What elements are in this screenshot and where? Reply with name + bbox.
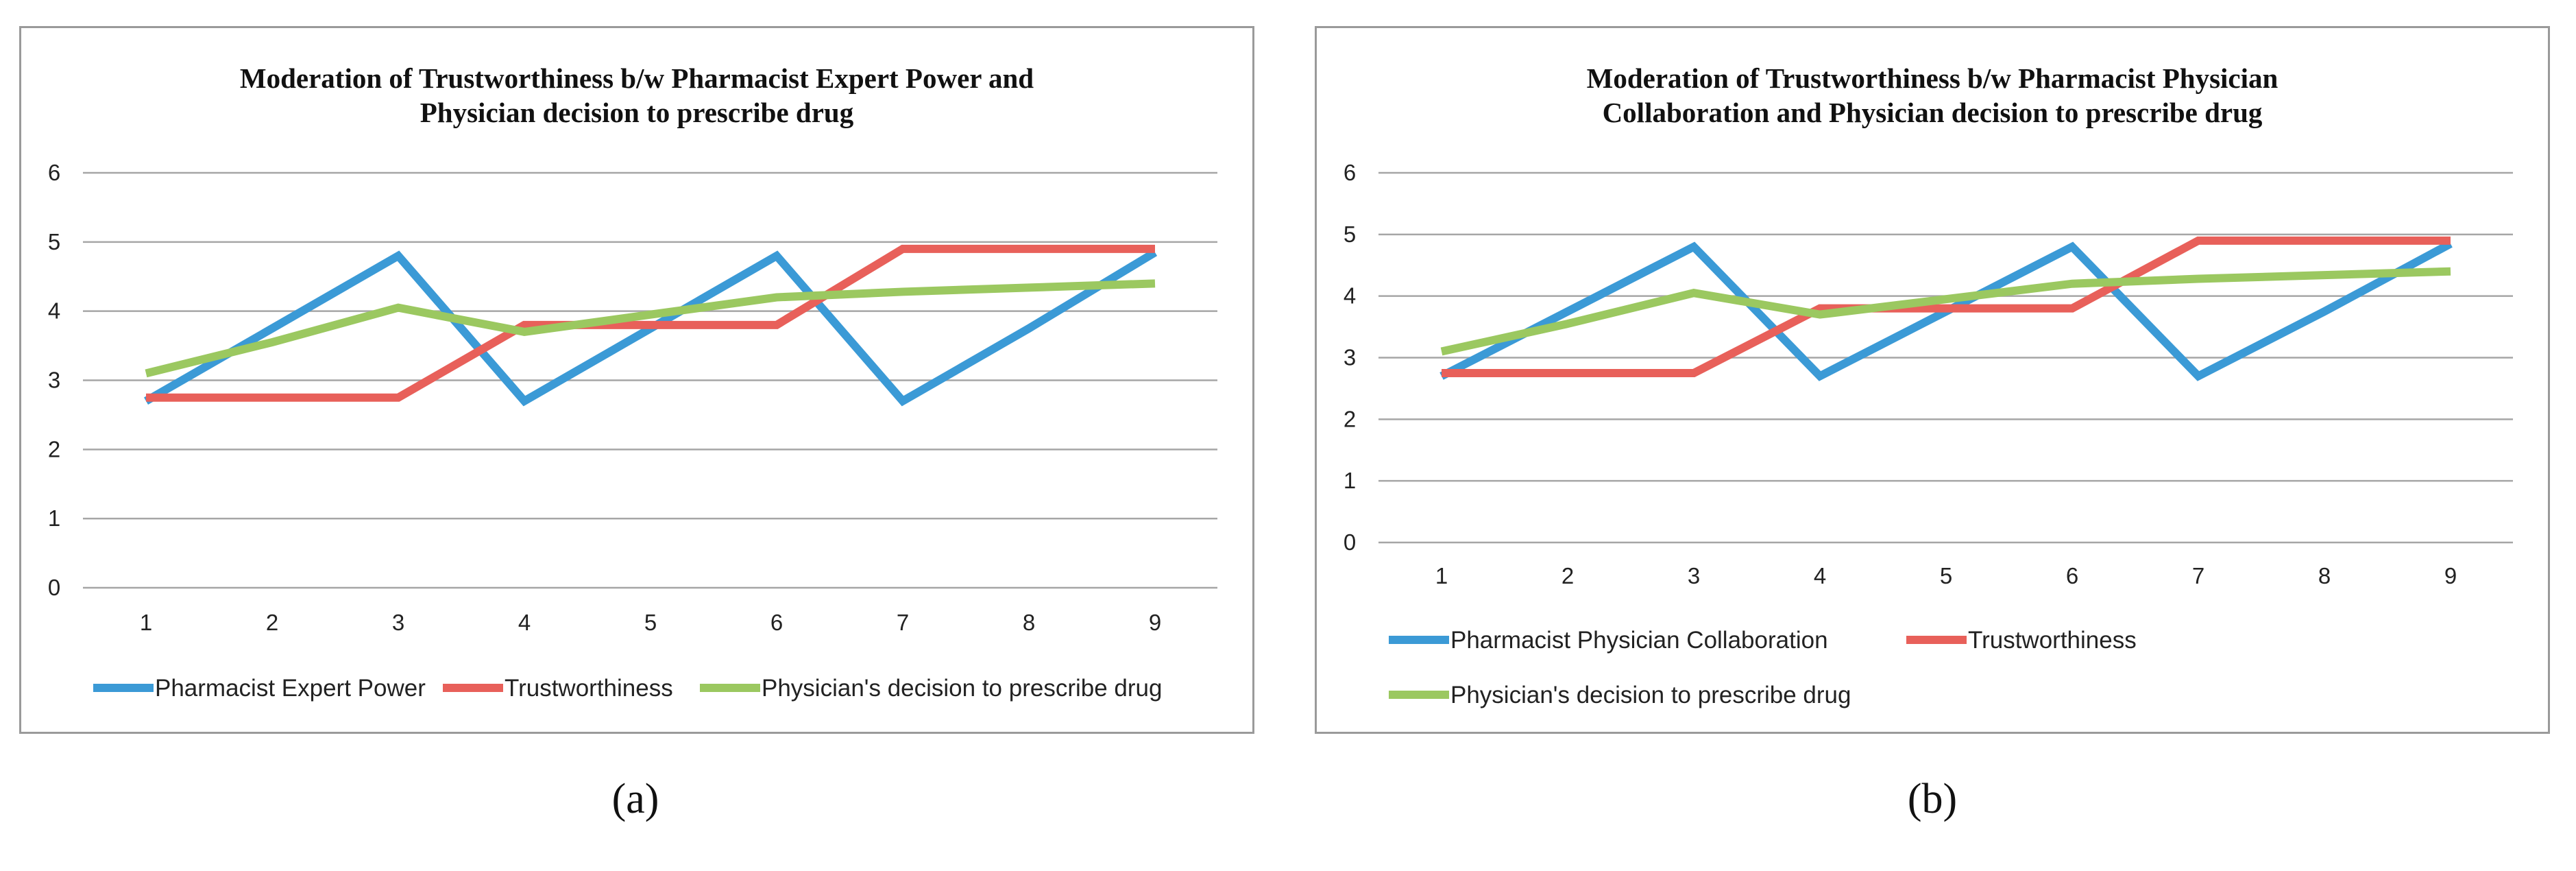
legend-label: Trustworthiness bbox=[505, 675, 673, 702]
line-chart: 0 1 2 3 4 5 6 1 2 3 4 5 6 7 8 9 Pharmacist Physician Col… bbox=[1344, 160, 2513, 708]
x-tick-label: 4 bbox=[1814, 563, 1826, 588]
legend-label: Pharmacist Physician Collaboration bbox=[1450, 627, 1828, 654]
figure-caption-b: (b) bbox=[1907, 776, 1958, 822]
x-tick-label: 1 bbox=[1435, 563, 1448, 588]
x-tick-label: 9 bbox=[2444, 563, 2457, 588]
y-tick-label: 2 bbox=[1344, 406, 1356, 431]
y-tick-label: 4 bbox=[48, 298, 60, 324]
chart-title: Moderation of Trustworthiness b/w Pharma… bbox=[1317, 61, 2548, 130]
x-tick-label: 4 bbox=[518, 610, 531, 635]
chart-title-line-2: Collaboration and Physician decision to … bbox=[1602, 97, 2263, 128]
legend-label: Pharmacist Expert Power bbox=[155, 675, 426, 702]
y-tick-label: 6 bbox=[48, 160, 60, 185]
y-tick-label: 4 bbox=[1344, 283, 1356, 309]
x-tick-label: 6 bbox=[2066, 563, 2078, 588]
y-tick-label: 3 bbox=[48, 368, 60, 393]
chart-title-line-1: Moderation of Trustworthiness b/w Pharma… bbox=[1586, 62, 2279, 94]
y-tick-label: 2 bbox=[48, 436, 60, 462]
y-tick-label: 5 bbox=[1344, 222, 1356, 247]
y-tick-label: 1 bbox=[1344, 468, 1356, 493]
chart-title-line-1: Moderation of Trustworthiness b/w Pharma… bbox=[239, 62, 1034, 94]
x-tick-label: 8 bbox=[1023, 610, 1035, 635]
x-tick-label: 3 bbox=[392, 610, 404, 635]
x-tick-label: 7 bbox=[897, 610, 909, 635]
y-tick-label: 3 bbox=[1344, 345, 1356, 370]
y-tick-label: 0 bbox=[1344, 529, 1356, 555]
legend-label: Physician's decision to prescribe drug bbox=[1450, 682, 1851, 708]
chart-title: Moderation of Trustworthiness b/w Pharma… bbox=[21, 61, 1252, 130]
x-tick-label: 2 bbox=[1562, 563, 1574, 588]
x-tick-label: 5 bbox=[1940, 563, 1952, 588]
x-tick-label: 9 bbox=[1149, 610, 1161, 635]
x-tick-label: 7 bbox=[2192, 563, 2204, 588]
x-tick-label: 1 bbox=[140, 610, 152, 635]
y-tick-label: 6 bbox=[1344, 160, 1356, 185]
chart-title-line-2: Physician decision to prescribe drug bbox=[420, 97, 854, 128]
legend-label: Trustworthiness bbox=[1968, 627, 2137, 654]
series-line-2 bbox=[146, 244, 1155, 402]
x-tick-label: 6 bbox=[770, 610, 783, 635]
series-line-2 bbox=[1442, 236, 2451, 377]
figure-caption-a: (a) bbox=[611, 776, 659, 822]
chart-panel-a: Moderation of Trustworthiness b/w Pharma… bbox=[19, 26, 1254, 734]
y-tick-label: 0 bbox=[48, 575, 60, 600]
legend-label: Physician's decision to prescribe drug bbox=[762, 675, 1162, 702]
y-tick-label: 5 bbox=[48, 229, 60, 254]
x-tick-label: 8 bbox=[2318, 563, 2331, 588]
x-tick-label: 2 bbox=[266, 610, 278, 635]
x-tick-label: 3 bbox=[1688, 563, 1700, 588]
x-tick-label: 5 bbox=[644, 610, 657, 635]
y-tick-label: 1 bbox=[48, 505, 60, 531]
chart-panel-b: Moderation of Trustworthiness b/w Pharma… bbox=[1315, 26, 2550, 734]
line-chart: 0 1 2 3 4 5 6 1 2 3 4 5 6 7 8 9 Pharmacist Expert Power T… bbox=[48, 160, 1217, 702]
